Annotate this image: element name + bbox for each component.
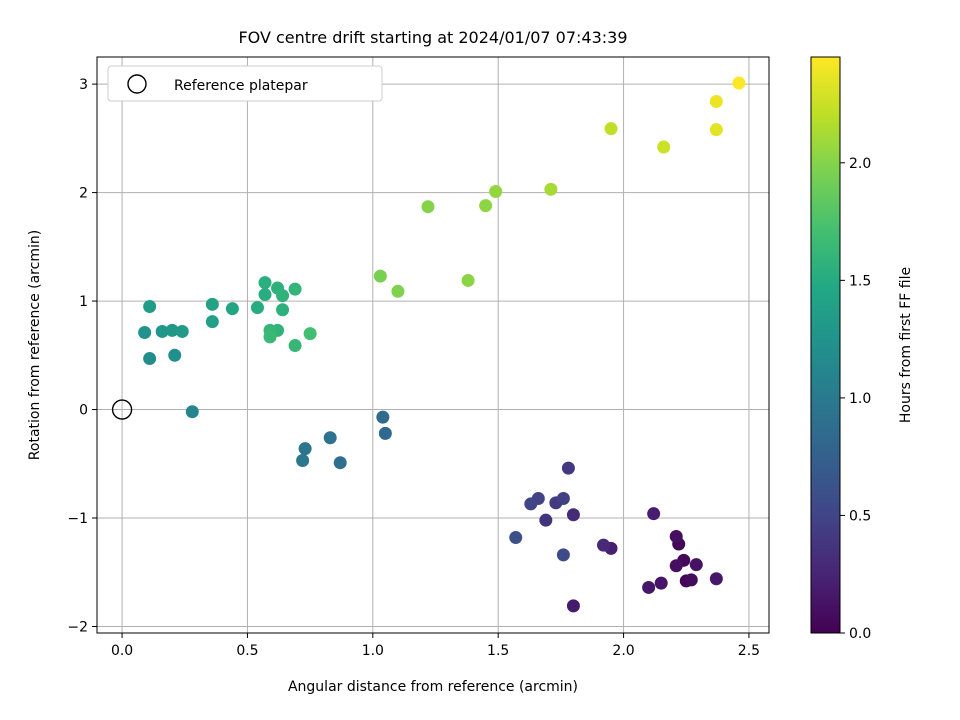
scatter-point (303, 327, 317, 341)
scatter-point (185, 405, 199, 419)
scatter-point (566, 508, 580, 522)
colorbar-label: Hours from first FF file (898, 267, 914, 423)
scatter-point (421, 200, 435, 214)
scatter-point (175, 324, 189, 338)
colorbar-ticks: 0.0 0.5 1.0 1.5 2.0 (840, 156, 871, 642)
colorbar: 0.0 0.5 1.0 1.5 2.0 Hours from first FF file (810, 56, 914, 642)
scatter-point (561, 461, 575, 475)
colorbar-tick-label: 1.0 (849, 391, 871, 407)
x-tick-label: 0.0 (111, 643, 133, 659)
scatter-point (669, 529, 683, 543)
data-points (111, 76, 746, 613)
x-tick-label: 2.0 (612, 643, 634, 659)
scatter-point (155, 324, 169, 338)
y-axis-label: Rotation from reference (arcmin) (27, 230, 43, 460)
scatter-point (709, 572, 723, 586)
legend-box (107, 65, 383, 102)
scatter-point (669, 559, 683, 573)
y-tick-label: 3 (79, 77, 88, 93)
scatter-point (539, 513, 553, 527)
scatter-point (288, 339, 302, 353)
scatter-point (566, 599, 580, 613)
scatter-point (647, 507, 661, 521)
x-axis-label: Angular distance from reference (arcmin) (288, 679, 578, 695)
scatter-point (378, 426, 392, 440)
scatter-point (250, 301, 264, 315)
scatter-point (556, 491, 570, 505)
colorbar-tick-label: 0.5 (849, 508, 871, 524)
plot-area-frame (96, 56, 770, 634)
x-tick-label: 1.0 (362, 643, 384, 659)
chart-title: FOV centre drift starting at 2024/01/07 … (238, 28, 627, 47)
scatter-point (288, 282, 302, 296)
scatter-point (689, 558, 703, 572)
scatter-point (642, 580, 656, 594)
scatter-point (597, 538, 611, 552)
scatter-point (323, 431, 337, 445)
y-axis-ticks: −2 −1 0 1 2 3 (67, 77, 97, 635)
legend-label-reference: Reference platepar (174, 78, 308, 94)
scatter-point (373, 269, 387, 283)
colorbar-gradient (810, 56, 841, 634)
legend: Reference platepar (107, 65, 383, 102)
x-axis-ticks: 0.0 0.5 1.0 1.5 2.0 2.5 (111, 633, 760, 659)
scatter-point (333, 456, 347, 470)
scatter-point (461, 273, 475, 287)
legend-marker-reference (127, 74, 147, 94)
scatter-point (143, 352, 157, 366)
scatter-point (544, 182, 558, 196)
scatter-point (298, 442, 312, 456)
scatter-point (509, 531, 523, 545)
y-tick-label: 1 (79, 294, 88, 310)
scatter-point (376, 410, 390, 424)
colorbar-tick-label: 1.5 (849, 273, 871, 289)
scatter-point (258, 276, 272, 290)
scatter-point (709, 123, 723, 137)
scatter-point (524, 497, 538, 511)
y-tick-label: 2 (79, 186, 88, 202)
scatter-point (684, 573, 698, 587)
scatter-point (296, 454, 310, 468)
reference-platepar-marker (111, 399, 133, 420)
scatter-point (391, 284, 405, 298)
scatter-point (143, 299, 157, 313)
scatter-point (225, 302, 239, 316)
scatter-point (205, 315, 219, 329)
scatter-point (258, 288, 272, 302)
x-tick-label: 0.5 (236, 643, 258, 659)
x-tick-label: 2.5 (738, 643, 760, 659)
y-tick-label: −2 (67, 619, 88, 635)
scatter-point (654, 576, 668, 590)
colorbar-tick-label: 2.0 (849, 156, 871, 172)
scatter-point (556, 548, 570, 562)
scatter-point (168, 348, 182, 362)
scatter-point (489, 185, 503, 199)
y-tick-label: 0 (79, 403, 88, 419)
scatter-point (732, 76, 746, 90)
x-tick-label: 1.5 (487, 643, 509, 659)
scatter-point (138, 326, 152, 340)
scatter-point (276, 303, 290, 317)
scatter-point (709, 94, 723, 108)
scatter-point (165, 323, 179, 337)
scatter-point (205, 297, 219, 311)
scatter-point (263, 330, 277, 344)
scatter-point (479, 199, 493, 213)
y-tick-label: −1 (67, 511, 88, 527)
scatter-point (604, 122, 618, 136)
scatter-point (657, 140, 671, 154)
colorbar-tick-label: 0.0 (849, 626, 871, 642)
scatter-point (276, 289, 290, 303)
